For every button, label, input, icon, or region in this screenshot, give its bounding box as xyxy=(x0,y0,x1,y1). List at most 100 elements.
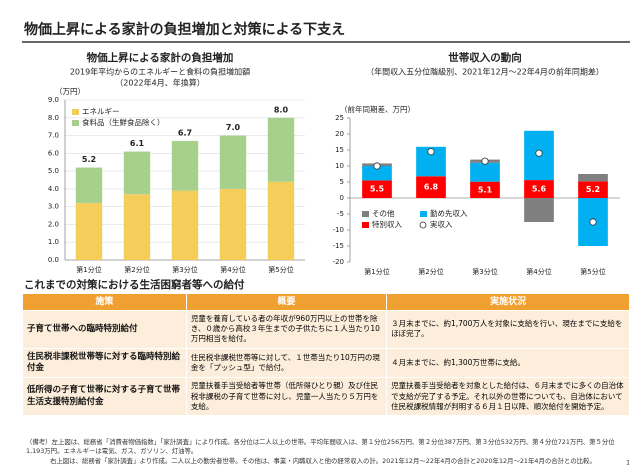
column-header: 施策 xyxy=(22,292,187,312)
total-label: 5.2 xyxy=(82,155,96,164)
chart-subtitle: （2022年4月、年換算） xyxy=(115,78,204,88)
y-tick-label: 5.0 xyxy=(48,167,59,175)
y-axis-label: （万円） xyxy=(55,87,85,96)
legend-label: その他 xyxy=(372,208,395,218)
note-line: 右上図は、総務省「家計調査」より作成。二人以上の勤労者世帯。その他は、事業・内職… xyxy=(50,456,596,465)
bar-segment xyxy=(524,198,554,222)
x-tick-label: 第1分位 xyxy=(76,265,101,274)
data-label: 5.6 xyxy=(532,185,547,194)
legend-marker xyxy=(419,221,427,229)
data-label: 5.1 xyxy=(478,185,493,194)
y-tick-label: -10 xyxy=(333,226,344,234)
measures-table: 施策 概要 実施状況 子育て世帯への臨時特別給付 児童を養育している者の年収が960万円… xyxy=(22,292,630,416)
y-tick-label: 3.0 xyxy=(48,203,59,211)
table-cell: 児童扶養手当受給者等世帯（低所得ひとり親）及び住民税非課税の子育て世帯に対し、児… xyxy=(185,377,388,416)
table-cell: ３月末までに、約1,700万人を対象に支給を行い、現在までに支給をほぼ完了。 xyxy=(386,310,630,349)
y-tick-label: -15 xyxy=(333,242,344,250)
notes: （備考）左上図は、総務省「消費者物価指数」「家計調査」により作成。各分位は二人以… xyxy=(26,438,616,466)
legend-swatch xyxy=(72,109,79,115)
bar-segment xyxy=(219,135,247,189)
x-tick-label: 第5分位 xyxy=(268,265,293,274)
y-tick-label: -20 xyxy=(333,258,344,266)
y-tick-label: 9.0 xyxy=(48,96,59,104)
table-cell: 低所得の子育て世帯に対する子育て世帯生活支援特別給付金 xyxy=(22,377,187,416)
y-tick-label: 1.0 xyxy=(48,238,59,246)
bar-segment xyxy=(362,180,392,198)
y-tick-label: 6.0 xyxy=(48,149,59,157)
table-cell: 住民税非課税世帯等に対して、１世帯当たり10万円の現金を「プッシュ型」で給付。 xyxy=(185,347,388,379)
table-row: 低所得の子育て世帯に対する子育て世帯生活支援特別給付金 児童扶養手当受給者等世帯（… xyxy=(22,377,630,416)
total-label: 8.0 xyxy=(274,105,289,114)
legend-label: 食料品（生鮮食品除く） xyxy=(82,117,165,127)
legend-label: エネルギー xyxy=(82,107,120,116)
note-line: （備考）左上図は、総務省「消費者物価指数」「家計調査」により作成。各分位は二人以… xyxy=(26,438,615,456)
data-label: 5.2 xyxy=(586,185,600,194)
x-tick-label: 第3分位 xyxy=(472,267,497,276)
x-tick-label: 第3分位 xyxy=(172,265,197,274)
x-tick-label: 第5分位 xyxy=(580,267,605,276)
x-tick-label: 第4分位 xyxy=(526,267,551,276)
legend-label: 特別収入 xyxy=(372,219,402,229)
x-tick-label: 第2分位 xyxy=(124,265,149,274)
legend-swatch xyxy=(72,120,79,126)
table-row: 子育て世帯への臨時特別給付 児童を養育している者の年収が960万円以上の世帯を除き… xyxy=(22,310,630,349)
table-cell: 児童を養育している者の年収が960万円以上の世帯を除き、０歳から高校３年生までの… xyxy=(185,310,388,349)
page-title: 物価上昇による家計の負担増加と対策による下支え xyxy=(24,21,345,38)
table-header: 施策 概要 実施状況 xyxy=(22,292,630,312)
bar-segment xyxy=(171,190,199,260)
marker xyxy=(481,157,489,165)
column-header: 実施状況 xyxy=(386,292,630,312)
y-tick-label: 5 xyxy=(340,178,344,186)
y-tick-label: 10 xyxy=(335,162,344,170)
total-label: 6.7 xyxy=(178,128,192,137)
bar-segment xyxy=(362,166,392,181)
y-tick-label: 2.0 xyxy=(48,220,59,228)
x-tick-label: 第1分位 xyxy=(364,267,389,276)
legend-swatch xyxy=(362,222,369,228)
section-title: これまでの対策における生活困窮者等への給付 xyxy=(24,278,245,291)
bar-segment xyxy=(416,176,446,198)
data-label: 5.5 xyxy=(370,185,385,194)
bar-segment xyxy=(123,194,151,260)
bar-segment xyxy=(578,181,608,198)
marker xyxy=(373,162,381,170)
bar-segment xyxy=(267,181,295,260)
bar-segment xyxy=(123,151,151,195)
legend-label: 勤め先収入 xyxy=(430,208,468,218)
y-tick-label: 15 xyxy=(335,146,344,154)
chart-title: 世帯収入の動向 xyxy=(448,51,522,64)
bar-segment xyxy=(219,188,247,260)
x-tick-label: 第4分位 xyxy=(220,265,245,274)
table-cell: ４月末までに、約1,300万世帯に支給。 xyxy=(386,347,630,379)
marker xyxy=(427,148,435,156)
chart-subtitle: 2019年平均からのエネルギーと食料の負担増加額 xyxy=(70,67,250,77)
x-tick-label: 第2分位 xyxy=(418,267,443,276)
y-tick-label: 4.0 xyxy=(48,185,59,193)
table-row: 住民税非課税世帯等に対する臨時特別給付金 住民税非課税世帯等に対して、１世帯当たり… xyxy=(22,347,630,379)
bar-segment xyxy=(470,162,500,182)
y-axis-label: （前年同期差、万円） xyxy=(340,104,415,114)
bar-segment xyxy=(470,181,500,198)
table-cell: 児童扶養手当受給者を対象とした給付は、６月末までに多くの自治体で支給が完了する予… xyxy=(386,377,630,416)
chart-subtitle: （年間収入五分位階級別、2021年12月～22年4月の前年同期差） xyxy=(366,67,604,77)
y-tick-label: 0.0 xyxy=(48,256,59,264)
y-tick-label: 7.0 xyxy=(48,132,59,140)
bar-segment xyxy=(171,140,199,191)
page-number: 1 xyxy=(626,460,630,467)
table-cell: 住民税非課税世帯等に対する臨時特別給付金 xyxy=(22,347,187,379)
total-label: 6.1 xyxy=(130,139,145,148)
legend-swatch xyxy=(362,211,369,217)
y-tick-label: 8.0 xyxy=(48,114,59,122)
chart-title: 物価上昇による家計の負担増加 xyxy=(87,51,234,64)
bar-segment xyxy=(267,117,295,182)
marker xyxy=(589,218,597,226)
table-cell: 子育て世帯への臨時特別給付 xyxy=(22,310,187,349)
data-label: 6.8 xyxy=(424,183,439,192)
legend-swatch xyxy=(420,211,427,217)
bar-segment xyxy=(75,167,103,204)
bar-segment xyxy=(524,180,554,198)
marker xyxy=(535,149,543,157)
column-header: 概要 xyxy=(185,292,388,312)
